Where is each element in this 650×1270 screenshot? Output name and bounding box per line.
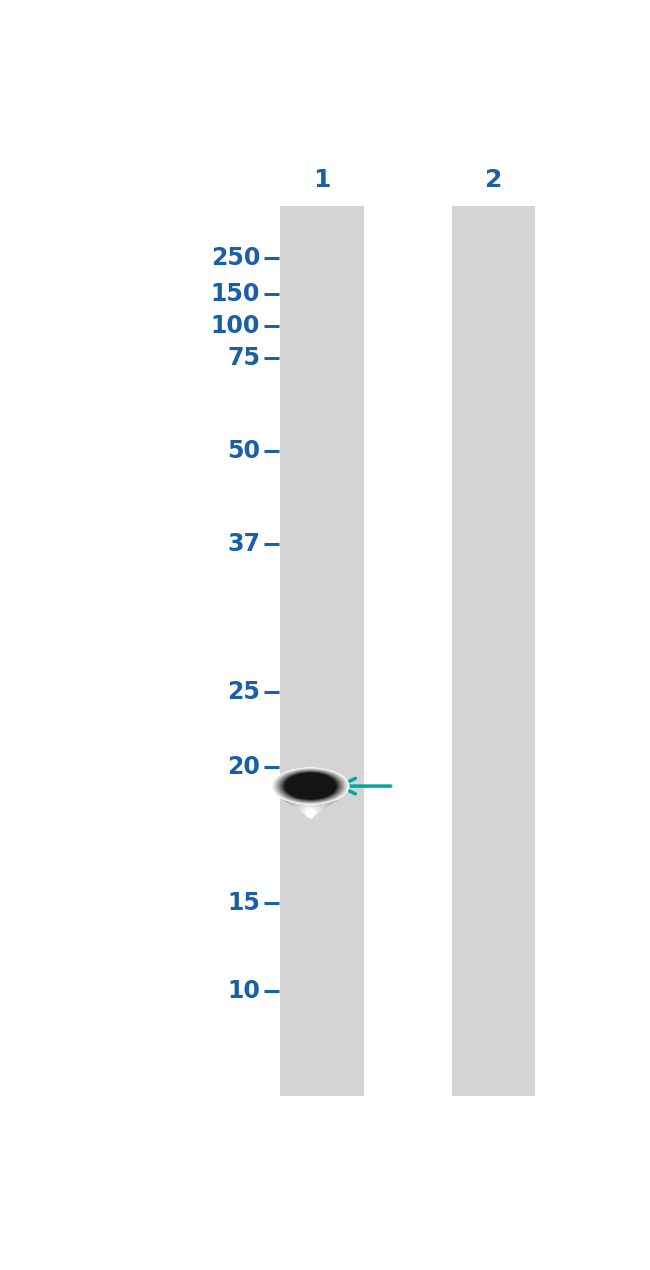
Ellipse shape [280,771,341,801]
Text: 20: 20 [227,754,260,779]
Ellipse shape [272,768,349,804]
Ellipse shape [277,770,344,803]
Ellipse shape [279,771,343,801]
Ellipse shape [276,770,345,803]
Ellipse shape [307,809,315,819]
Ellipse shape [276,770,345,803]
Ellipse shape [277,770,344,803]
Text: 50: 50 [227,438,260,462]
Ellipse shape [275,768,346,803]
Ellipse shape [285,772,337,799]
Ellipse shape [276,770,346,803]
Ellipse shape [303,806,318,817]
Ellipse shape [276,770,344,803]
Ellipse shape [273,768,348,804]
Ellipse shape [304,808,317,817]
Ellipse shape [281,772,339,800]
Bar [281,206,363,1096]
Ellipse shape [294,801,327,810]
Ellipse shape [278,770,343,803]
Ellipse shape [283,772,338,800]
Ellipse shape [275,768,346,804]
Ellipse shape [274,768,346,804]
Ellipse shape [275,770,346,803]
Ellipse shape [283,772,339,800]
Ellipse shape [280,771,341,801]
Ellipse shape [300,805,320,814]
Ellipse shape [296,803,326,812]
Ellipse shape [306,809,316,818]
Ellipse shape [278,771,343,801]
Ellipse shape [272,767,349,804]
Ellipse shape [283,772,337,800]
Text: 100: 100 [211,315,260,339]
Ellipse shape [280,771,342,801]
Ellipse shape [272,767,349,805]
Ellipse shape [283,795,338,804]
Ellipse shape [274,768,347,804]
Ellipse shape [280,771,341,801]
Ellipse shape [278,770,343,801]
Ellipse shape [282,772,339,800]
Bar [452,206,535,1096]
Ellipse shape [278,770,343,803]
Ellipse shape [279,771,342,801]
Ellipse shape [279,771,342,801]
Text: 75: 75 [227,345,260,370]
Ellipse shape [292,800,329,809]
Ellipse shape [280,771,341,801]
Ellipse shape [276,770,344,803]
Ellipse shape [283,772,338,800]
Text: 2: 2 [485,168,502,192]
Text: 10: 10 [227,979,260,1003]
Ellipse shape [274,768,346,804]
Text: 150: 150 [211,282,260,306]
Ellipse shape [274,768,347,804]
Ellipse shape [299,805,322,814]
Ellipse shape [285,773,336,799]
Ellipse shape [284,795,337,804]
Ellipse shape [293,800,328,810]
Ellipse shape [291,799,330,809]
Ellipse shape [278,770,343,803]
Ellipse shape [289,799,332,808]
Ellipse shape [283,772,338,800]
Ellipse shape [285,796,335,805]
Ellipse shape [288,798,333,806]
Text: 250: 250 [211,246,260,271]
Ellipse shape [280,771,341,801]
Ellipse shape [281,771,340,801]
Ellipse shape [272,767,350,805]
Ellipse shape [276,770,345,803]
Ellipse shape [285,773,336,799]
Ellipse shape [302,806,319,815]
Ellipse shape [287,796,334,806]
Text: 1: 1 [313,168,331,192]
Ellipse shape [296,803,324,813]
Ellipse shape [273,768,348,804]
Ellipse shape [282,772,339,800]
Ellipse shape [285,773,336,799]
Text: 25: 25 [227,681,260,704]
Ellipse shape [274,768,347,804]
Ellipse shape [281,772,339,800]
Ellipse shape [284,772,337,800]
Ellipse shape [273,768,348,804]
Ellipse shape [281,771,340,800]
Ellipse shape [283,772,337,800]
Ellipse shape [277,770,344,803]
Ellipse shape [281,771,340,801]
Ellipse shape [298,804,323,813]
Text: 15: 15 [227,892,260,916]
Ellipse shape [282,772,339,800]
Text: 37: 37 [227,532,260,555]
Ellipse shape [272,768,348,804]
Ellipse shape [284,772,337,799]
Ellipse shape [272,768,348,804]
